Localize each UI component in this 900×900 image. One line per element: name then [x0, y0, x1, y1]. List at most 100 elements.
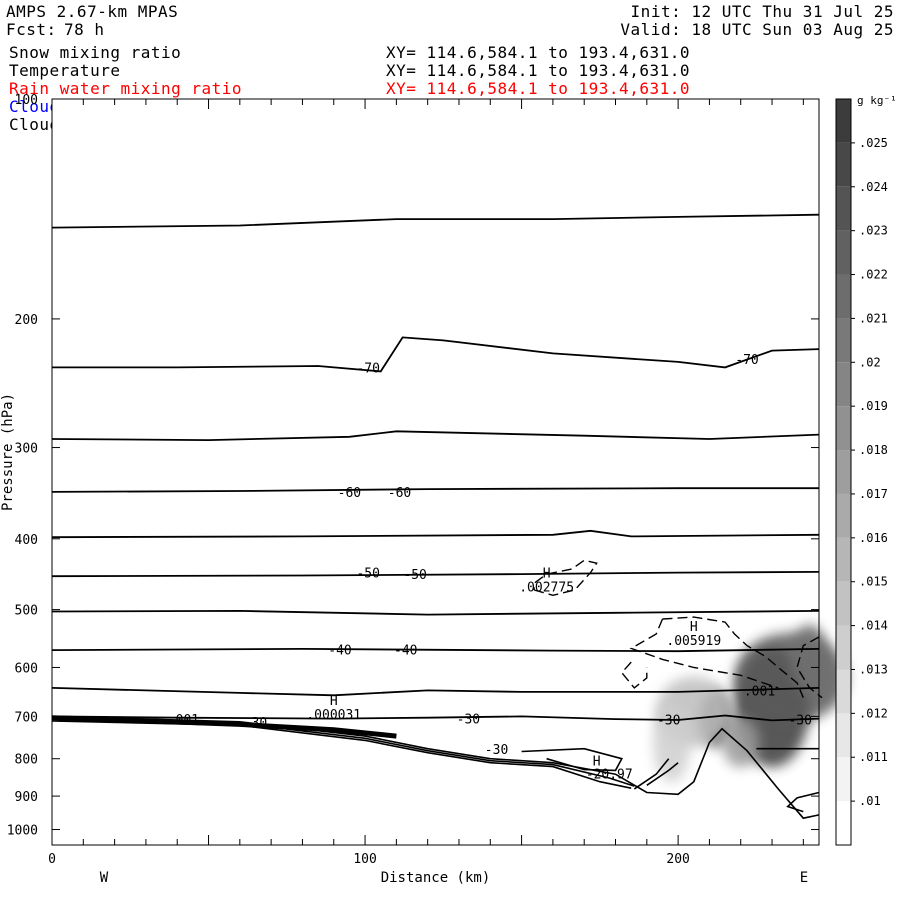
colorbar-swatch: [836, 186, 851, 231]
temperature-contour-line: [51, 430, 820, 442]
cloud-ice-contours: [533, 559, 823, 699]
colorbar-swatch: [836, 99, 851, 143]
temperature-contour-line: [51, 571, 820, 578]
y-tick-label: 600: [15, 661, 38, 676]
field-name: Rain water mixing ratio: [9, 79, 243, 98]
colorbar-frame: [835, 98, 852, 846]
contour-value-label: -40: [394, 644, 417, 659]
colorbar-tick-label: .011: [859, 750, 888, 764]
colorbar-tick-label: .02: [859, 355, 881, 369]
terrain-band: [51, 715, 397, 739]
y-tick-label: 400: [15, 533, 38, 548]
colorbar-tick-label: .014: [859, 619, 888, 633]
extremum-marker: H: [330, 694, 338, 709]
colorbar-tick-label: .025: [859, 136, 888, 150]
colorbar-tick-label: .023: [859, 224, 888, 238]
shading-blob: [653, 702, 691, 783]
shading-blob: [734, 632, 848, 723]
contour-value-label: -70: [356, 361, 379, 376]
init-time: Init: 12 UTC Thu 31 Jul 25: [630, 2, 894, 21]
contour-value-label: -30: [244, 716, 267, 731]
cloud-ice-contour: [662, 616, 804, 698]
y-tick-label: 900: [15, 790, 38, 805]
colorbar-tick-label: .024: [859, 180, 888, 194]
y-tick-label: 1000: [7, 824, 38, 839]
plot-frame: [51, 98, 820, 846]
colorbar-swatch: [836, 537, 851, 582]
valid-time: Valid: 18 UTC Sun 03 Aug 25: [620, 20, 894, 39]
y-tick-label: 700: [15, 710, 38, 725]
temperature-contour-line: [52, 336, 820, 373]
contour-value-label: -30: [485, 743, 508, 758]
contour-value-label: -30: [788, 714, 811, 729]
colorbar-swatch: [836, 142, 851, 187]
cloud-ice-contour: [620, 661, 648, 689]
shading-blob: [790, 624, 829, 695]
field-xy-range: XY= 114.6,584.1 to 193.4,631.0: [386, 43, 690, 62]
contour-value-label: -50: [403, 568, 426, 583]
terrain-line: [633, 758, 670, 790]
contour-value-label: -20.97: [586, 767, 633, 782]
y-tick-label: 100: [15, 93, 38, 108]
colorbar-tick-label: .021: [859, 311, 888, 325]
field-name: Snow mixing ratio: [9, 43, 182, 62]
temperature-contour-line: [51, 687, 820, 697]
colorbar-swatch: [836, 318, 851, 363]
forecast-label: Fcst:: [6, 20, 57, 39]
contour-value-label: -70: [735, 353, 758, 368]
field-xy-range: XY= 114.6,584.1 to 193.4,631.0: [386, 79, 690, 98]
contour-value-label: -30: [457, 713, 480, 728]
east-label: E: [800, 870, 808, 886]
colorbar-swatch: [836, 493, 851, 538]
cloud-ice-contour: [629, 618, 779, 689]
colorbar-swatch: [836, 757, 851, 802]
extremum-value: .005919: [666, 634, 721, 649]
mixing-ratio-label: .001: [168, 713, 199, 728]
colorbar-swatch: [836, 713, 851, 758]
temperature-contour-line: [51, 529, 820, 539]
cloud-ice-contour: [796, 636, 823, 699]
colorbar-swatch: [836, 669, 851, 714]
colorbar-tick-label: .013: [859, 662, 888, 676]
colorbar-swatch: [836, 450, 851, 494]
x-axis-label: Distance (km): [381, 870, 491, 886]
terrain-lines: [51, 715, 820, 820]
temperature-contour-line: [51, 487, 819, 493]
colorbar-unit: g kg⁻¹: [857, 94, 897, 107]
temperature-contour-line: [51, 714, 820, 722]
y-tick-label: 300: [15, 442, 38, 457]
forecast-hour: 78 h: [64, 20, 105, 39]
model-title: AMPS 2.67-km MPAS: [6, 2, 179, 21]
temperature-contour-line: [51, 647, 820, 653]
field-name: Temperature: [9, 61, 121, 80]
extremum-value: .002775: [519, 581, 574, 596]
terrain-line: [646, 762, 679, 786]
x-tick-label: 100: [353, 852, 376, 867]
colorbar-tick-label: .012: [859, 706, 888, 720]
colorbar-swatch: [836, 274, 851, 319]
colorbar-swatch: [836, 406, 851, 451]
colorbar-swatch: [836, 801, 851, 845]
contour-labels: -70 -70 -60 -60 -50 -50 -40 -40 -30 -30 -30 -30 -30 -…: [168, 353, 812, 782]
colorbar-tick-label: .022: [859, 268, 888, 282]
colorbar-tick-label: .016: [859, 531, 888, 545]
terrain-line: [521, 747, 623, 772]
x-tick-label: 200: [666, 852, 689, 867]
colorbar-tick-label: .017: [859, 487, 888, 501]
colorbar-tick-label: .015: [859, 575, 888, 589]
extremum-marker: H: [543, 567, 551, 582]
x-tick-label: 0: [48, 852, 56, 867]
colorbar: .01 .011 .012 .013 .014 .015 .016 .017 .018 .019.…: [835, 94, 897, 846]
mixing-ratio-label: .001: [744, 684, 775, 699]
colorbar-swatch: [836, 625, 851, 670]
contour-value-label: -60: [388, 486, 411, 501]
extremum-marker: H: [690, 620, 698, 635]
contour-value-label: -30: [657, 714, 680, 729]
temperature-contours: [51, 213, 820, 722]
contour-value-label: -60: [338, 486, 361, 501]
y-axis-label: Pressure (hPa): [0, 393, 16, 511]
terrain-line: [51, 715, 820, 820]
y-tick-label: 200: [15, 313, 38, 328]
terrain-line: [786, 791, 820, 813]
